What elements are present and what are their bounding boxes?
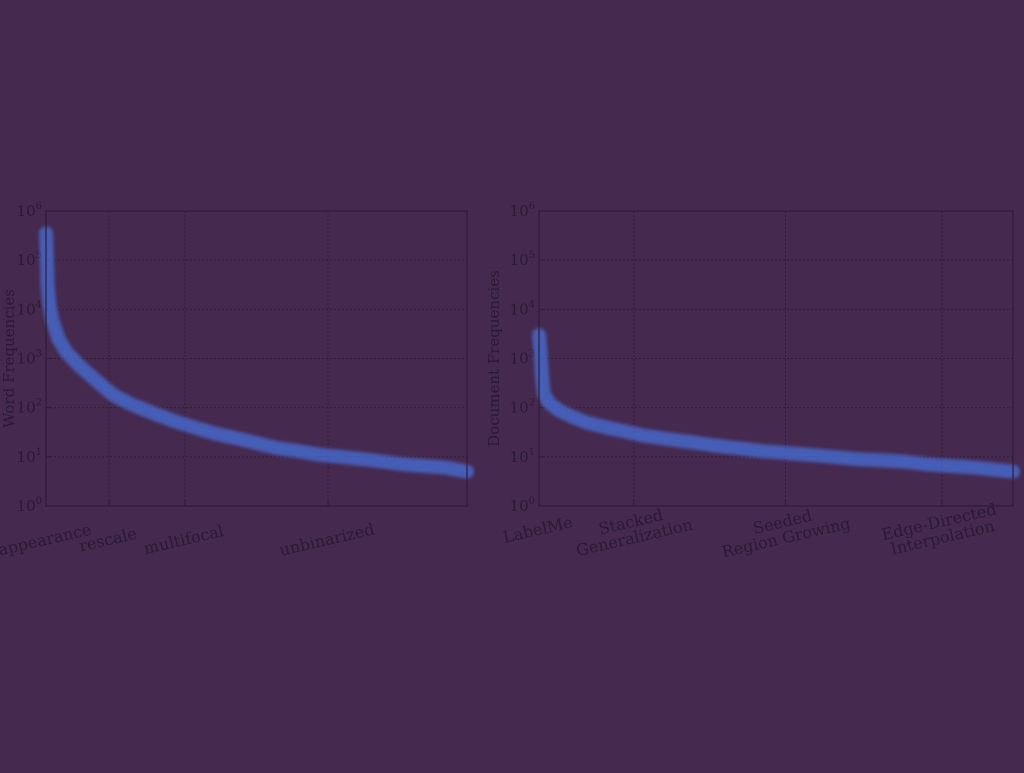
y-tick-label: 103 — [17, 349, 42, 368]
y-tick-exponent: 5 — [36, 250, 42, 261]
y-tick-base: 10 — [17, 448, 36, 466]
y-tick-label: 104 — [510, 299, 535, 318]
y-tick-base: 10 — [17, 350, 36, 368]
y-tick-label: 102 — [510, 398, 535, 417]
y-tick-exponent: 1 — [36, 447, 42, 458]
y-tick-label: 100 — [510, 496, 535, 515]
y-tick-base: 10 — [510, 202, 529, 220]
y-tick-label: 106 — [17, 201, 42, 220]
y-tick-label: 101 — [17, 447, 42, 466]
y-tick-label: 105 — [510, 250, 535, 269]
series-line — [538, 334, 1014, 473]
y-tick-exponent: 0 — [36, 496, 42, 507]
y-tick-exponent: 3 — [36, 349, 42, 360]
plot-area-frame — [45, 210, 468, 507]
y-tick-base: 10 — [510, 300, 529, 318]
y-tick-label: 101 — [510, 447, 535, 466]
y-tick-base: 10 — [17, 300, 36, 318]
x-tick-label: LabelMe — [501, 512, 574, 546]
x-tick-label-line: unbinarized — [278, 520, 377, 560]
x-tick-label-line: LabelMe — [501, 512, 574, 546]
plot-area-frame — [538, 210, 1014, 507]
x-tick-label: StackedGeneralization — [571, 499, 695, 560]
x-tick-label: unbinarized — [278, 520, 377, 560]
x-tick-label: SeededRegion Growing — [716, 498, 852, 562]
y-tick-base: 10 — [17, 251, 36, 269]
y-tick-exponent: 1 — [529, 447, 535, 458]
x-tick-label: multifocal — [142, 521, 226, 558]
x-tick-label-line: multifocal — [142, 521, 226, 558]
y-tick-label: 104 — [17, 299, 42, 318]
y-tick-base: 10 — [510, 350, 529, 368]
y-tick-label: 102 — [17, 398, 42, 417]
y-tick-base: 10 — [510, 497, 529, 515]
y-tick-base: 10 — [510, 448, 529, 466]
y-tick-exponent: 5 — [529, 250, 535, 261]
y-tick-exponent: 4 — [529, 299, 535, 310]
y-tick-exponent: 0 — [529, 496, 535, 507]
y-tick-base: 10 — [510, 399, 529, 417]
y-tick-label: 105 — [17, 250, 42, 269]
y-axis-label: Document Frequencies — [485, 270, 503, 447]
x-tick-label: Edge-DirectedInterpolation — [880, 499, 1002, 559]
y-tick-exponent: 6 — [529, 201, 535, 212]
y-tick-exponent: 6 — [36, 201, 42, 212]
y-axis-label: Word Frequencies — [0, 289, 18, 428]
y-tick-exponent: 4 — [36, 299, 42, 310]
y-tick-label: 100 — [17, 496, 42, 515]
y-tick-exponent: 3 — [529, 349, 535, 360]
y-tick-base: 10 — [17, 399, 36, 417]
y-tick-exponent: 2 — [529, 398, 535, 409]
y-tick-label: 103 — [510, 349, 535, 368]
y-tick-label: 106 — [510, 201, 535, 220]
y-tick-base: 10 — [17, 497, 36, 515]
y-tick-base: 10 — [17, 202, 36, 220]
y-tick-exponent: 2 — [36, 398, 42, 409]
series-line — [45, 232, 468, 473]
y-tick-base: 10 — [510, 251, 529, 269]
